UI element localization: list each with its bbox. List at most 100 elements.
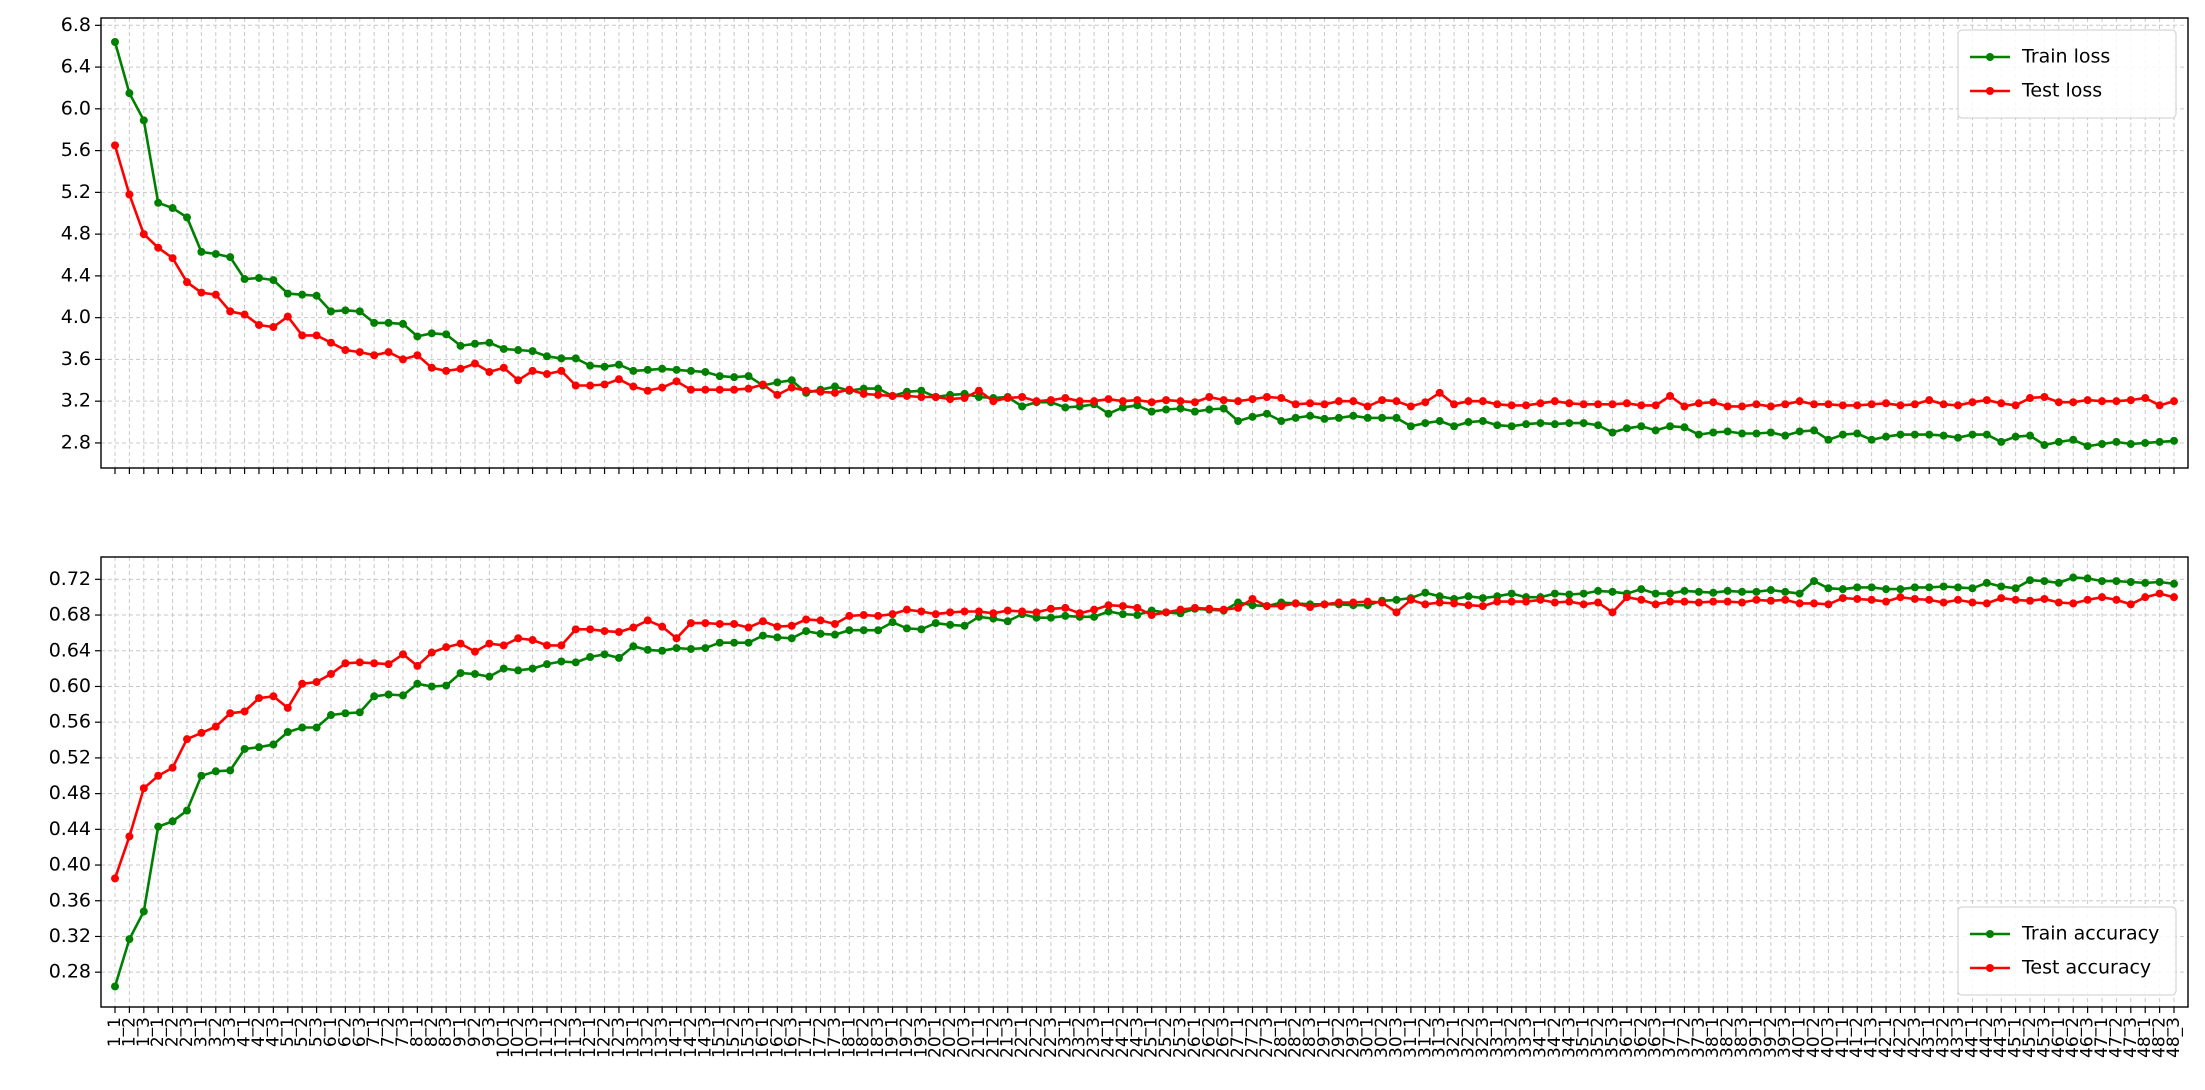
x-tick-label: 7_3 [393,1017,413,1047]
series-marker [658,383,667,392]
x-tick-label: 35_2 [1588,1017,1608,1058]
series-marker [1118,610,1127,619]
series-marker [1838,594,1847,603]
series-marker [1306,399,1315,408]
x-tick-label: 29_2 [1329,1017,1349,1058]
series-marker [1349,397,1358,406]
series-marker [859,389,868,398]
series-marker [960,621,969,630]
series-marker [1363,597,1372,606]
x-tick-label: 16_1 [753,1017,773,1058]
series-marker [2040,577,2049,586]
series-marker [1277,602,1286,611]
series-marker [1464,601,1473,610]
series-marker [1651,401,1660,410]
series-marker [701,644,710,653]
series-marker [1882,432,1891,441]
series-marker [1766,402,1775,411]
series-marker [283,289,292,298]
series-marker [168,254,177,263]
series-marker [168,763,177,772]
series-marker [1968,598,1977,607]
series-marker [514,666,523,675]
series-marker [312,331,321,340]
x-tick-label: 24_3 [1127,1017,1147,1058]
series-marker [1680,597,1689,606]
series-marker [686,644,695,653]
series-marker [974,607,983,616]
x-tick-label: 42_2 [1890,1017,1910,1058]
x-tick-label: 25_2 [1156,1017,1176,1058]
series-marker [1579,400,1588,409]
x-tick-label: 30_1 [1358,1017,1378,1058]
series-marker [182,278,191,287]
series-marker [1867,400,1876,409]
series-marker [2054,437,2063,446]
x-tick-label: 16_2 [767,1017,787,1058]
x-tick-label: 48_2 [2150,1017,2170,1058]
y-tick-label: 6.0 [61,97,91,119]
series-marker [442,643,451,652]
series-marker [542,352,551,361]
series-marker [974,386,983,395]
x-tick-label: 11_1 [537,1017,557,1058]
series-marker [1104,601,1113,610]
series-marker [1018,393,1027,402]
x-tick-label: 2_2 [163,1017,183,1047]
series-marker [254,743,263,752]
y-tick-label: 0.32 [49,925,91,947]
series-marker [1622,593,1631,602]
series-marker [2170,436,2178,445]
series-marker [802,627,811,636]
series-marker [1680,402,1689,411]
x-tick-label: 38_2 [1718,1017,1738,1058]
x-tick-label: 20_1 [926,1017,946,1058]
series-marker [2155,401,2164,410]
series-marker [1219,396,1228,405]
y-tick-label: 3.6 [61,348,91,370]
series-marker [1378,413,1387,422]
series-marker [1392,608,1401,617]
series-marker [600,627,609,636]
series-marker [1133,611,1142,620]
series-marker [1190,603,1199,612]
x-tick-label: 17_1 [796,1017,816,1058]
x-tick-label: 29_1 [1314,1017,1334,1058]
series-marker [744,384,753,393]
series-marker [254,320,263,329]
series-marker [1925,396,1934,405]
series-marker [1104,395,1113,404]
series-marker [643,386,652,395]
series-marker [931,610,940,619]
x-tick-label: 31_1 [1401,1017,1421,1058]
series-marker [758,631,767,640]
series-marker [139,907,148,916]
series-marker [1075,397,1084,406]
x-tick-label: 45_3 [2034,1017,2054,1058]
series-marker [917,393,926,402]
series-marker [1190,398,1199,407]
series-marker [240,744,249,753]
series-marker [1219,605,1228,614]
series-marker [1162,608,1171,617]
series-marker [1061,403,1070,412]
x-tick-label: 1_1 [105,1017,125,1047]
series-marker [485,672,494,681]
series-marker [2141,593,2150,602]
series-marker [1810,577,1819,586]
series-marker [1378,396,1387,405]
series-marker [614,628,623,636]
series-marker [888,391,897,400]
series-marker [2040,441,2049,450]
series-marker [816,387,825,396]
series-marker [1507,589,1516,598]
series-marker [341,346,350,355]
series-marker [1550,589,1559,598]
series-marker [1046,396,1055,405]
legend-label: Train accuracy [2021,923,2159,945]
series-marker [2026,394,2035,403]
series-marker [1968,430,1977,439]
series-line [113,41,2175,448]
series-marker [1910,594,1919,603]
x-tick-label: 19_2 [897,1017,917,1058]
